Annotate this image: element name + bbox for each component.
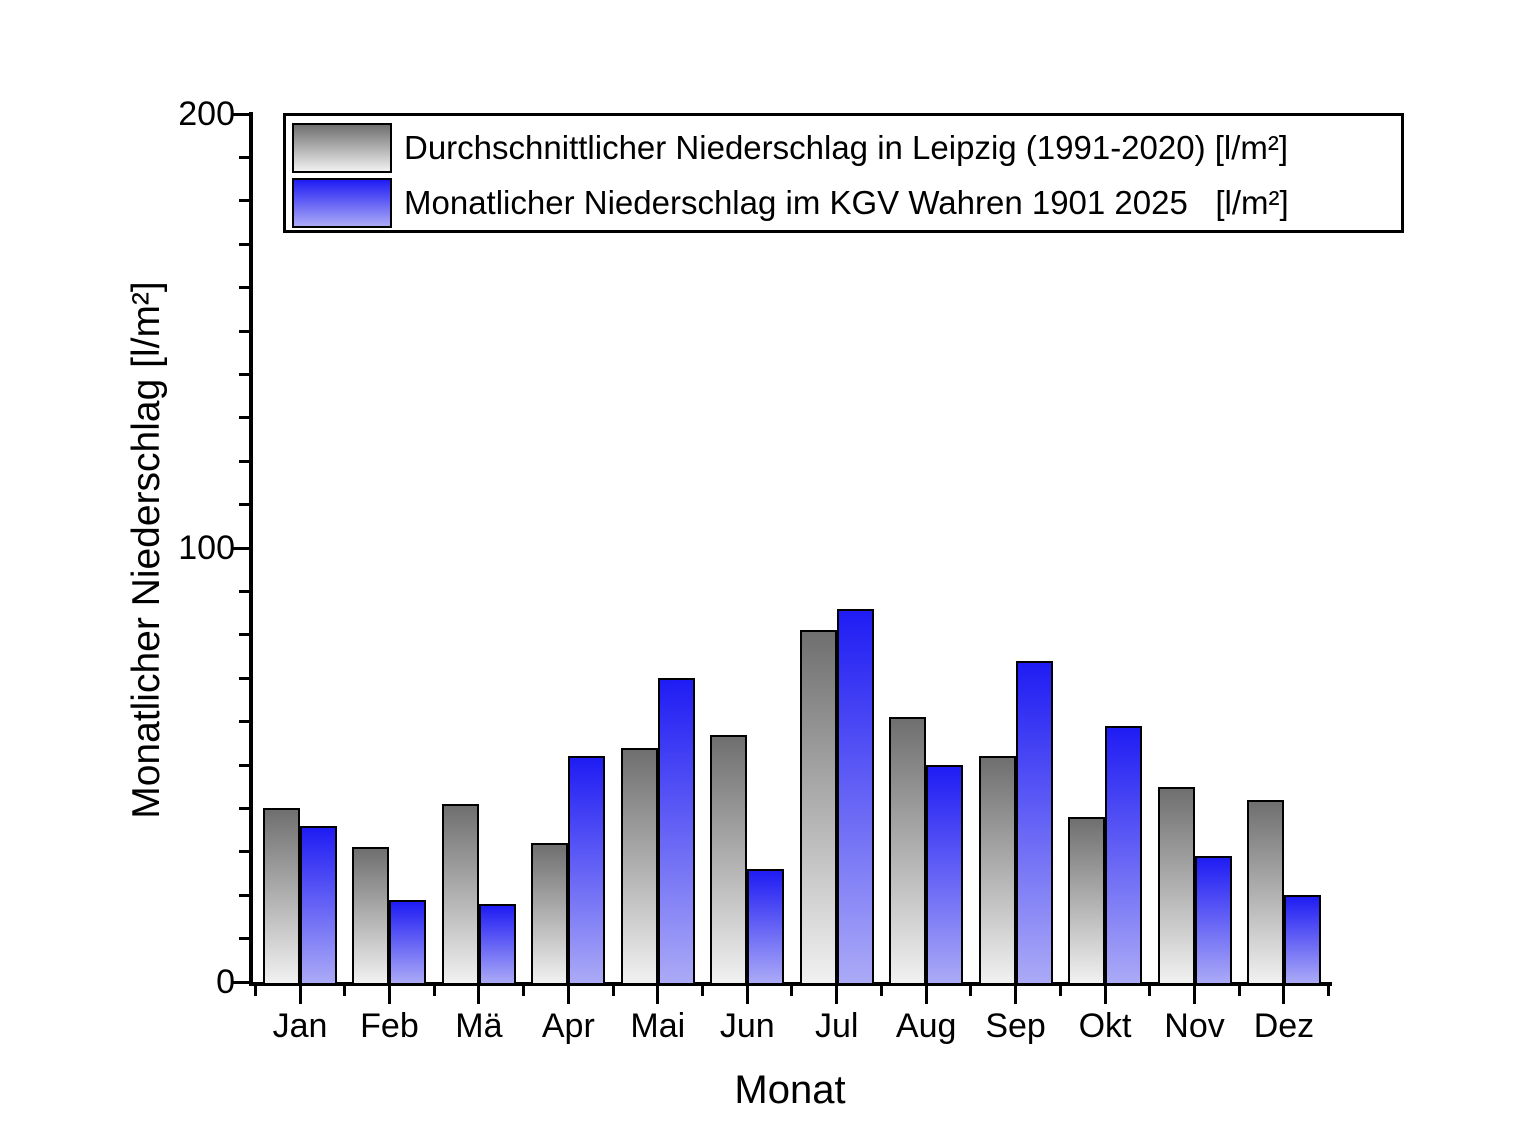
bar-durchschnittlicher-dez [1246,799,1284,985]
bar-monatlicher-jun [747,869,785,985]
y-minor-tick [239,589,249,593]
x-minor-tick [522,986,526,996]
bar-durchschnittlicher-m [441,804,479,985]
x-major-tick [924,986,928,1004]
y-minor-tick [239,676,249,680]
bar-monatlicher-okt [1105,725,1143,985]
bar-monatlicher-aug [926,765,964,985]
bar-durchschnittlicher-nov [1157,786,1195,985]
y-major-tick [232,980,249,984]
x-tick-label-aug: Aug [895,1007,957,1045]
bar-monatlicher-jan [300,825,337,985]
bar-monatlicher-apr [568,756,606,985]
x-tick-label-jan: Jan [272,1007,328,1045]
x-axis-line [249,982,1332,986]
x-minor-tick [701,986,705,996]
x-minor-tick [1148,986,1152,996]
bar-monatlicher-feb [389,899,427,985]
x-tick-label-dez: Dez [1253,1007,1315,1045]
x-major-tick [1014,986,1018,1004]
x-tick-label-apr: Apr [541,1007,595,1045]
bar-monatlicher-mai [657,678,695,985]
y-minor-tick [239,806,249,810]
x-axis-title: Monat [734,1068,846,1112]
y-minor-tick [239,720,249,724]
y-minor-tick [239,503,249,507]
legend-swatch-leipzig [292,123,392,173]
y-minor-tick [239,155,249,159]
bar-durchschnittlicher-okt [1068,817,1106,985]
bar-durchschnittlicher-sep [978,756,1016,985]
bar-monatlicher-nov [1194,856,1232,985]
x-major-tick [387,986,391,1004]
bar-durchschnittlicher-jun [710,734,748,985]
y-minor-tick [239,459,249,463]
bar-monatlicher-jul [836,608,874,985]
bar-monatlicher-sep [1015,660,1053,985]
x-minor-tick [969,986,973,996]
x-major-tick [477,986,481,1004]
x-minor-tick [253,986,257,996]
y-tick-label: 100 [178,529,235,567]
y-tick-label: 0 [216,963,235,1001]
bar-durchschnittlicher-mai [620,747,658,985]
x-minor-tick [611,986,615,996]
bar-durchschnittlicher-jul [799,630,837,985]
legend-label-leipzig: Durchschnittlicher Niederschlag in Leipz… [404,129,1289,166]
x-tick-label-nov: Nov [1164,1007,1225,1045]
legend: Durchschnittlicher Niederschlag in Leipz… [283,113,1404,233]
x-minor-tick [790,986,794,996]
x-major-tick [745,986,749,1004]
y-minor-tick [239,242,249,246]
bar-durchschnittlicher-jan [263,808,300,985]
bar-durchschnittlicher-aug [889,717,927,985]
legend-label-kgv-wahren: Monatlicher Niederschlag im KGV Wahren 1… [404,184,1289,221]
x-tick-label-jun: Jun [719,1007,775,1045]
bar-monatlicher-m [478,903,516,985]
x-major-tick [566,986,570,1004]
y-axis-line [249,112,253,986]
y-minor-tick [239,199,249,203]
x-tick-label-okt: Okt [1078,1007,1132,1045]
bar-durchschnittlicher-feb [352,847,390,985]
bar-durchschnittlicher-apr [531,843,569,985]
x-major-tick [1282,986,1286,1004]
y-minor-tick [239,763,249,767]
y-minor-tick [239,893,249,897]
y-minor-tick [239,329,249,333]
y-minor-tick [239,937,249,941]
y-minor-tick [239,633,249,637]
y-minor-tick [239,850,249,854]
x-minor-tick [879,986,883,996]
x-tick-label-m: Mä [455,1007,503,1045]
x-major-tick [298,986,302,1004]
x-minor-tick [432,986,436,996]
bar-monatlicher-dez [1283,895,1321,985]
x-minor-tick [1327,986,1331,996]
x-minor-tick [1058,986,1062,996]
x-tick-label-mai: Mai [630,1007,686,1045]
y-minor-tick [239,286,249,290]
x-tick-label-sep: Sep [985,1007,1046,1045]
y-tick-label: 200 [178,95,235,133]
x-major-tick [835,986,839,1004]
x-minor-tick [1237,986,1241,996]
x-major-tick [1103,986,1107,1004]
x-minor-tick [343,986,347,996]
x-major-tick [1193,986,1196,1004]
y-major-tick [232,112,249,116]
y-minor-tick [239,372,249,376]
x-tick-label-feb: Feb [360,1007,419,1045]
y-major-tick [232,546,249,550]
legend-swatch-kgv-wahren [292,178,392,228]
x-tick-label-jul: Jul [814,1007,859,1045]
x-major-tick [656,986,660,1004]
y-minor-tick [239,416,249,420]
